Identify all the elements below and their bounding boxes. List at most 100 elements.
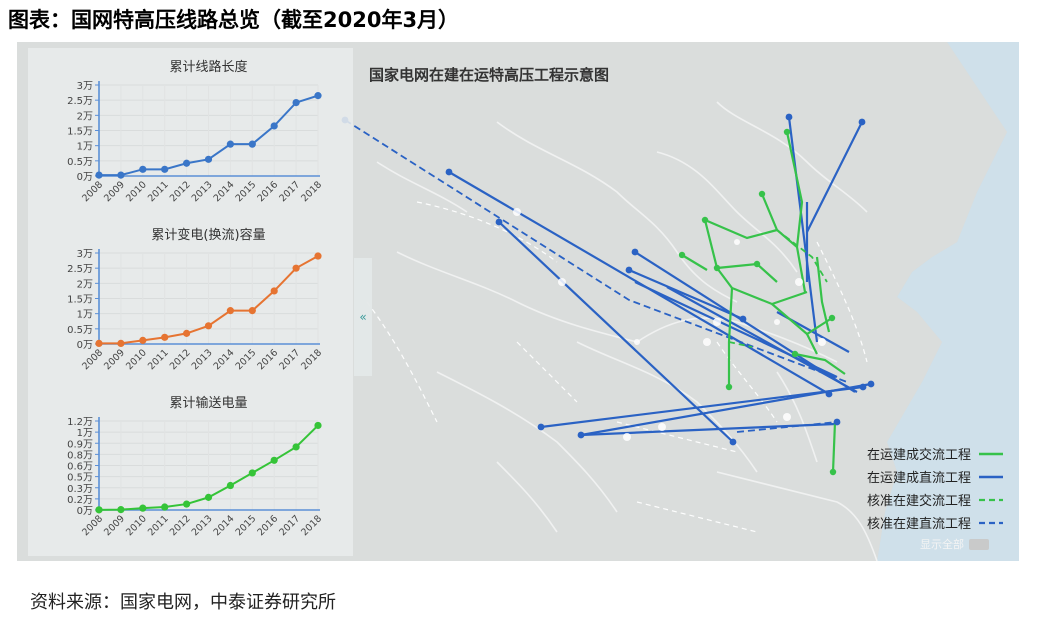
legend-solid-green-swatch (979, 452, 1003, 455)
double-chevron-left-icon: « (359, 310, 367, 324)
chart-title: 累计变电(换流)容量 (151, 227, 265, 243)
data-point (292, 443, 300, 451)
data-point (161, 503, 169, 511)
legend-ac-approved[interactable]: 核准在建交流工程 (867, 488, 1003, 511)
data-point (95, 171, 103, 179)
show-all-label: 显示全部 (920, 538, 964, 551)
legend-label: 核准在建直流工程 (866, 517, 971, 532)
x-tick-label: 2015 (234, 347, 259, 372)
y-tick-label: 1万 (77, 142, 93, 153)
x-tick-label: 2008 (80, 513, 105, 538)
data-point (117, 339, 125, 347)
source-note: 资料来源：国家电网，中泰证券研究所 (30, 592, 336, 613)
ac-planned-lines (728, 229, 828, 348)
map-legend: 在运建成交流工程 在运建成直流工程 核准在建交流工程 核准在建直流工程 (867, 442, 1003, 534)
uhv-map[interactable]: 国家电网在建在运特高压工程示意图 累计线路长度 0万 0.5万 1万 1.5万 2万 2.5… (17, 42, 1019, 561)
data-point (95, 506, 103, 514)
data-point (95, 339, 103, 347)
x-tick-label: 2018 (299, 179, 324, 204)
x-tick-label: 2015 (234, 513, 259, 538)
y-tick-label: 0.6万 (67, 462, 93, 473)
map-title: 国家电网在建在运特高压工程示意图 (369, 66, 610, 84)
x-tick-label: 2011 (146, 347, 171, 372)
data-point (139, 165, 147, 173)
legend-dashed-green-swatch (979, 498, 1003, 501)
ac-station-nodes (678, 128, 837, 476)
figure-title: 图表：国网特高压线路总览（截至2020年3月） (8, 8, 460, 32)
x-tick-label: 2012 (168, 347, 193, 372)
x-tick-label: 2015 (234, 179, 259, 204)
data-point (248, 469, 256, 477)
x-tick-label: 2008 (80, 347, 105, 372)
y-tick-label: 0万 (77, 172, 93, 183)
data-point (270, 287, 278, 295)
data-point (226, 140, 234, 148)
y-tick-label: 0.3万 (67, 484, 93, 495)
data-point (117, 171, 125, 179)
show-all-toggle-icon (969, 538, 989, 550)
x-tick-label: 2010 (124, 179, 149, 204)
y-tick-label: 1万 (77, 310, 93, 321)
x-tick-label: 2013 (190, 347, 215, 372)
dc-lines (448, 116, 872, 443)
legend-label: 在运建成交流工程 (866, 448, 971, 463)
panel-collapse-button[interactable]: « (354, 258, 372, 376)
y-tick-label: 2.5万 (67, 264, 93, 275)
y-tick-label: 0.5万 (67, 473, 93, 484)
y-tick-label: 0万 (77, 506, 93, 517)
y-tick-label: 0.8万 (67, 450, 93, 461)
data-point (161, 333, 169, 341)
x-tick-label: 2016 (255, 179, 280, 204)
x-tick-label: 2012 (168, 513, 193, 538)
x-tick-label: 2009 (102, 347, 127, 372)
legend-dc-approved[interactable]: 核准在建直流工程 (867, 511, 1003, 534)
y-tick-label: 3万 (77, 81, 93, 92)
show-all-button[interactable]: 显示全部 (920, 536, 989, 552)
y-tick-label: 1.5万 (67, 295, 93, 306)
data-point (292, 264, 300, 272)
data-point (270, 122, 278, 130)
legend-dc-operating[interactable]: 在运建成直流工程 (867, 465, 1003, 488)
data-point (183, 500, 191, 508)
x-tick-label: 2018 (299, 513, 324, 538)
y-tick-label: 0.2万 (67, 495, 93, 506)
x-tick-label: 2016 (255, 513, 280, 538)
legend-label: 在运建成直流工程 (866, 471, 971, 486)
data-point (314, 421, 322, 430)
data-point (292, 98, 300, 107)
chart-line-length: 累计线路长度0万0.5万1万1.5万2万2.5万3万20082009201020… (67, 59, 324, 204)
legend-solid-blue-swatch (979, 475, 1003, 478)
dc-planned-lines (344, 119, 848, 433)
x-tick-label: 2011 (146, 513, 171, 538)
y-tick-label: 0万 (77, 340, 93, 351)
data-point (248, 140, 256, 148)
legend-dashed-blue-swatch (979, 521, 1003, 524)
data-point (139, 504, 147, 512)
x-tick-label: 2009 (102, 513, 127, 538)
data-point (314, 92, 322, 100)
x-tick-label: 2016 (255, 347, 280, 372)
data-point (117, 506, 125, 514)
x-tick-label: 2014 (212, 347, 237, 372)
x-tick-label: 2013 (190, 513, 215, 538)
chart-title: 累计输送电量 (169, 395, 247, 411)
data-point (204, 322, 213, 330)
x-tick-label: 2009 (102, 179, 127, 204)
data-point (226, 481, 234, 490)
data-point (204, 493, 213, 501)
x-tick-label: 2013 (190, 179, 215, 204)
data-point (204, 155, 213, 163)
data-point (226, 307, 234, 315)
x-tick-label: 2017 (277, 179, 302, 204)
data-point (161, 165, 169, 173)
y-tick-label: 2.5万 (67, 96, 93, 107)
chart-title: 累计线路长度 (169, 59, 247, 75)
y-tick-label: 0.9万 (67, 439, 93, 450)
data-point (314, 252, 322, 260)
x-tick-label: 2014 (212, 179, 237, 204)
y-tick-label: 2万 (77, 111, 93, 122)
legend-ac-operating[interactable]: 在运建成交流工程 (867, 442, 1003, 465)
data-point (270, 456, 278, 464)
ac-lines (681, 131, 846, 473)
